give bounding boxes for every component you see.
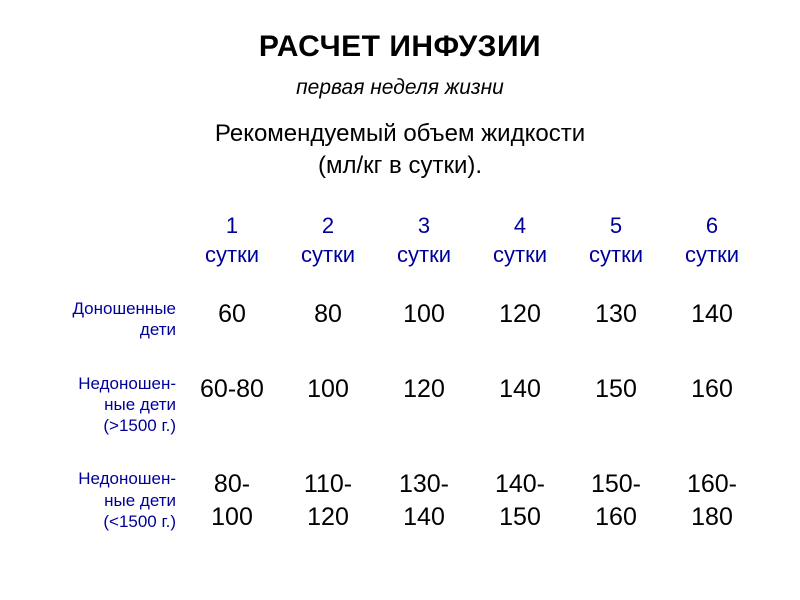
row-label: Недоношен- ные дети (<1500 г.) <box>40 460 184 557</box>
infusion-table: 1 сутки 2 сутки 3 сутки 4 сутки 5 сутк <box>40 205 760 558</box>
cell-value: 100 <box>211 503 253 531</box>
row-label-line: ные дети <box>104 491 176 510</box>
cell-value: 120 <box>499 300 541 328</box>
row-label-line: Недоношен- <box>78 374 176 393</box>
col-header-unit: сутки <box>205 242 259 267</box>
row-label-line: Недоношен- <box>78 469 176 488</box>
page-title: РАСЧЕТ ИНФУЗИИ <box>40 30 760 64</box>
row-label: Недоношен- ные дети (>1500 г.) <box>40 365 184 461</box>
cell-value: 60-80 <box>200 375 264 403</box>
description-line-2: (мл/кг в сутки). <box>318 152 482 179</box>
table-cell: 140 <box>472 365 568 461</box>
table-header-row: 1 сутки 2 сутки 3 сутки 4 сутки 5 сутк <box>40 205 760 290</box>
table-cell: 130- 140 <box>376 460 472 557</box>
col-header: 6 сутки <box>664 205 760 290</box>
cell-value: 150- <box>591 470 641 498</box>
row-label: Доношенные дети <box>40 290 184 365</box>
cell-value: 80- <box>214 470 250 498</box>
cell-value: 160 <box>691 375 733 403</box>
cell-value: 140- <box>495 470 545 498</box>
col-header: 5 сутки <box>568 205 664 290</box>
cell-value: 130- <box>399 470 449 498</box>
col-header: 3 сутки <box>376 205 472 290</box>
table-cell: 130 <box>568 290 664 365</box>
table-cell: 120 <box>472 290 568 365</box>
cell-value: 130 <box>595 300 637 328</box>
cell-value: 60 <box>218 300 246 328</box>
row-label-line: дети <box>140 320 176 339</box>
cell-value: 100 <box>307 375 349 403</box>
cell-value: 150 <box>595 375 637 403</box>
col-header-num: 5 <box>610 213 622 238</box>
table-row: Недоношен- ные дети (<1500 г.) 80- 100 1… <box>40 460 760 557</box>
table-row: Недоношен- ные дети (>1500 г.) 60-80 100… <box>40 365 760 461</box>
table-cell: 100 <box>376 290 472 365</box>
col-header: 4 сутки <box>472 205 568 290</box>
col-header-unit: сутки <box>397 242 451 267</box>
table-cell: 80- 100 <box>184 460 280 557</box>
col-header: 1 сутки <box>184 205 280 290</box>
col-header-num: 4 <box>514 213 526 238</box>
table-cell: 110- 120 <box>280 460 376 557</box>
description-line-1: Рекомендуемый объем жидкости <box>215 120 585 147</box>
page-description: Рекомендуемый объем жидкости (мл/кг в су… <box>40 118 760 183</box>
page-subtitle: первая неделя жизни <box>40 76 760 100</box>
col-header: 2 сутки <box>280 205 376 290</box>
cell-value: 120 <box>403 375 445 403</box>
cell-value: 100 <box>403 300 445 328</box>
table-cell: 150- 160 <box>568 460 664 557</box>
col-header-unit: сутки <box>685 242 739 267</box>
row-label-line: (>1500 г.) <box>103 416 176 435</box>
cell-value: 160 <box>595 503 637 531</box>
col-header-num: 1 <box>226 213 238 238</box>
cell-value: 180 <box>691 503 733 531</box>
cell-value: 80 <box>314 300 342 328</box>
cell-value: 110- <box>304 470 352 498</box>
table-cell: 120 <box>376 365 472 461</box>
table-cell: 160 <box>664 365 760 461</box>
table-cell: 60 <box>184 290 280 365</box>
col-header-unit: сутки <box>493 242 547 267</box>
table-cell: 60-80 <box>184 365 280 461</box>
cell-value: 160- <box>687 470 737 498</box>
row-label-line: ные дети <box>104 395 176 414</box>
cell-value: 140 <box>499 375 541 403</box>
slide: РАСЧЕТ ИНФУЗИИ первая неделя жизни Реком… <box>0 0 800 600</box>
cell-value: 140 <box>403 503 445 531</box>
col-header-num: 6 <box>706 213 718 238</box>
table-cell: 140 <box>664 290 760 365</box>
col-header-unit: сутки <box>301 242 355 267</box>
row-label-line: (<1500 г.) <box>103 512 176 531</box>
table-cell: 140- 150 <box>472 460 568 557</box>
table-cell: 150 <box>568 365 664 461</box>
cell-value: 140 <box>691 300 733 328</box>
cell-value: 150 <box>499 503 541 531</box>
table-cell: 80 <box>280 290 376 365</box>
col-header-num: 3 <box>418 213 430 238</box>
table-header-empty <box>40 205 184 290</box>
cell-value: 120 <box>307 503 349 531</box>
col-header-num: 2 <box>322 213 334 238</box>
row-label-line: Доношенные <box>72 299 176 318</box>
table-cell: 100 <box>280 365 376 461</box>
table-cell: 160- 180 <box>664 460 760 557</box>
col-header-unit: сутки <box>589 242 643 267</box>
table-row: Доношенные дети 60 80 100 120 130 140 <box>40 290 760 365</box>
